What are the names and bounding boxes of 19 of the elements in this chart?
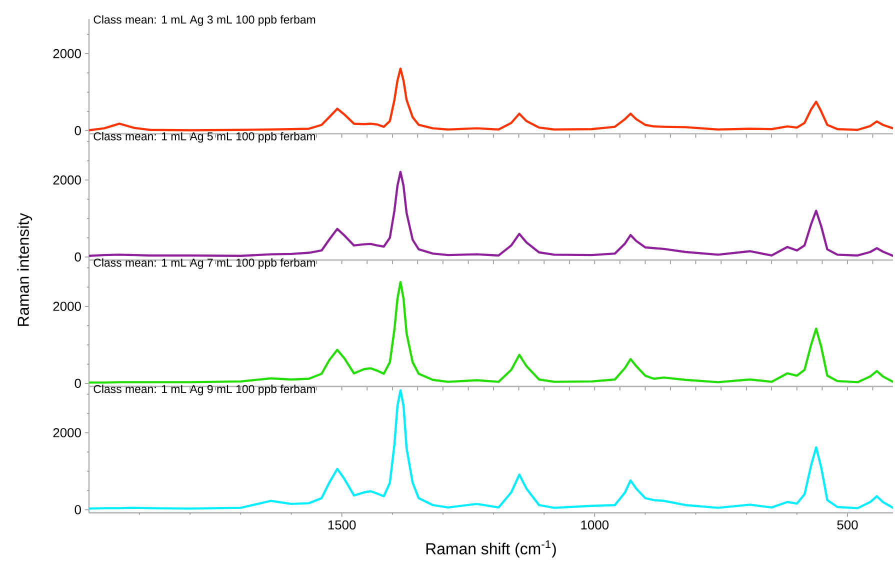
x-axis-title: Raman shift (cm$^{-1}$) xyxy=(426,540,556,558)
y-axis-title: Raman intensity xyxy=(17,212,32,326)
chart-title: Class mean: 1 mL Ag 5 mL 100 ppb ferbam xyxy=(94,132,316,143)
y-tick-label: 2000 xyxy=(53,49,81,58)
x-tick-label: 1500 xyxy=(328,520,356,530)
y-tick-label: 2000 xyxy=(53,175,81,185)
chart-title: Class mean: 1 mL Ag 7 mL 100 ppb ferbam xyxy=(94,258,316,269)
y-tick-label: 0 xyxy=(74,505,81,514)
chart-title: Class mean: 1 mL Ag 3 mL 100 ppb ferbam xyxy=(94,15,316,26)
y-tick-label: 0 xyxy=(74,252,81,262)
y-tick-label: 2000 xyxy=(53,302,81,311)
line-series xyxy=(88,68,894,132)
chart-title: Class mean: 1 mL Ag 9 mL 100 ppb ferbam xyxy=(94,384,316,396)
line-series xyxy=(88,170,894,257)
x-tick-label: 1000 xyxy=(581,520,609,530)
y-tick-label: 2000 xyxy=(53,428,81,438)
y-tick-label: 0 xyxy=(74,378,81,388)
x-tick-label: 500 xyxy=(837,520,858,530)
y-tick-label: 0 xyxy=(74,126,81,136)
